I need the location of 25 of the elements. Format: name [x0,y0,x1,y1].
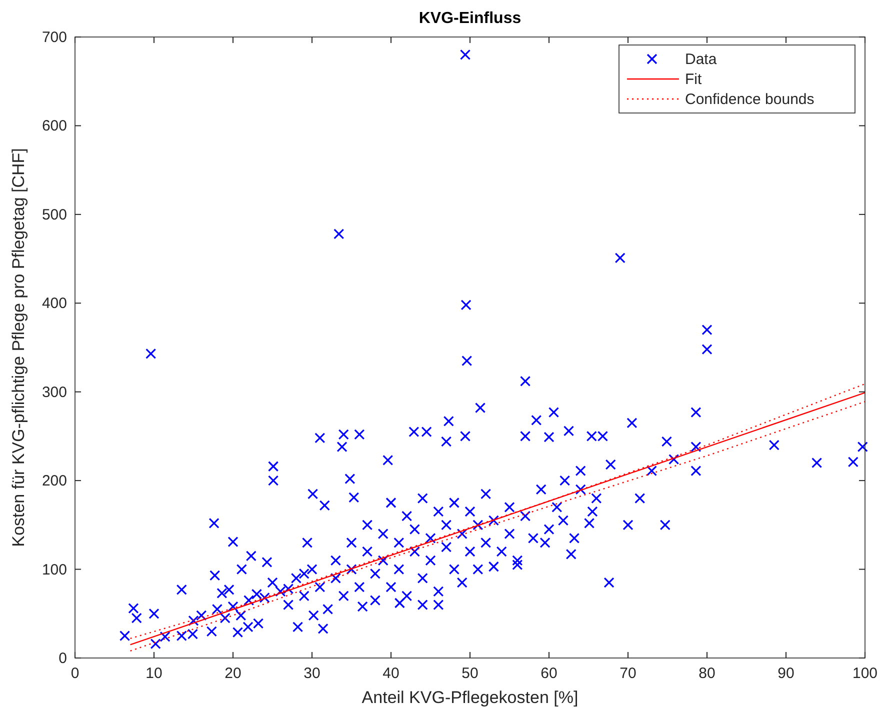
y-tick-label: 300 [42,384,67,401]
x-tick-label: 20 [224,665,242,682]
y-tick-label: 500 [42,206,67,224]
chart-title: KVG-Einfluss [418,10,522,27]
y-tick-label: 0 [58,650,67,667]
x-tick-label: 30 [304,665,320,682]
x-tick-label: 90 [778,665,794,682]
x-tick-label: 0 [70,665,80,682]
x-tick-label: 10 [146,665,162,682]
legend-label: Data [685,51,718,68]
legend-label: Confidence bounds [685,91,814,108]
x-tick-label: 50 [462,665,478,682]
legend-label: Fit [685,71,702,88]
x-tick-label: 40 [382,665,400,682]
y-tick-label: 200 [42,472,67,490]
x-tick-label: 80 [698,665,716,682]
y-tick-label: 100 [42,561,67,578]
x-axis-title: Anteil KVG-Pflegekosten [%] [362,688,578,707]
y-tick-label: 600 [42,118,67,135]
y-tick-label: 400 [42,295,67,312]
x-tick-label: 70 [620,665,636,682]
y-tick-label: 700 [42,29,67,46]
x-tick-label: 100 [852,665,878,682]
y-axis-title: Kosten für KVG-pflichtige Pflege pro Pflegetag [CHF] [9,148,28,547]
x-tick-label: 60 [540,665,558,682]
